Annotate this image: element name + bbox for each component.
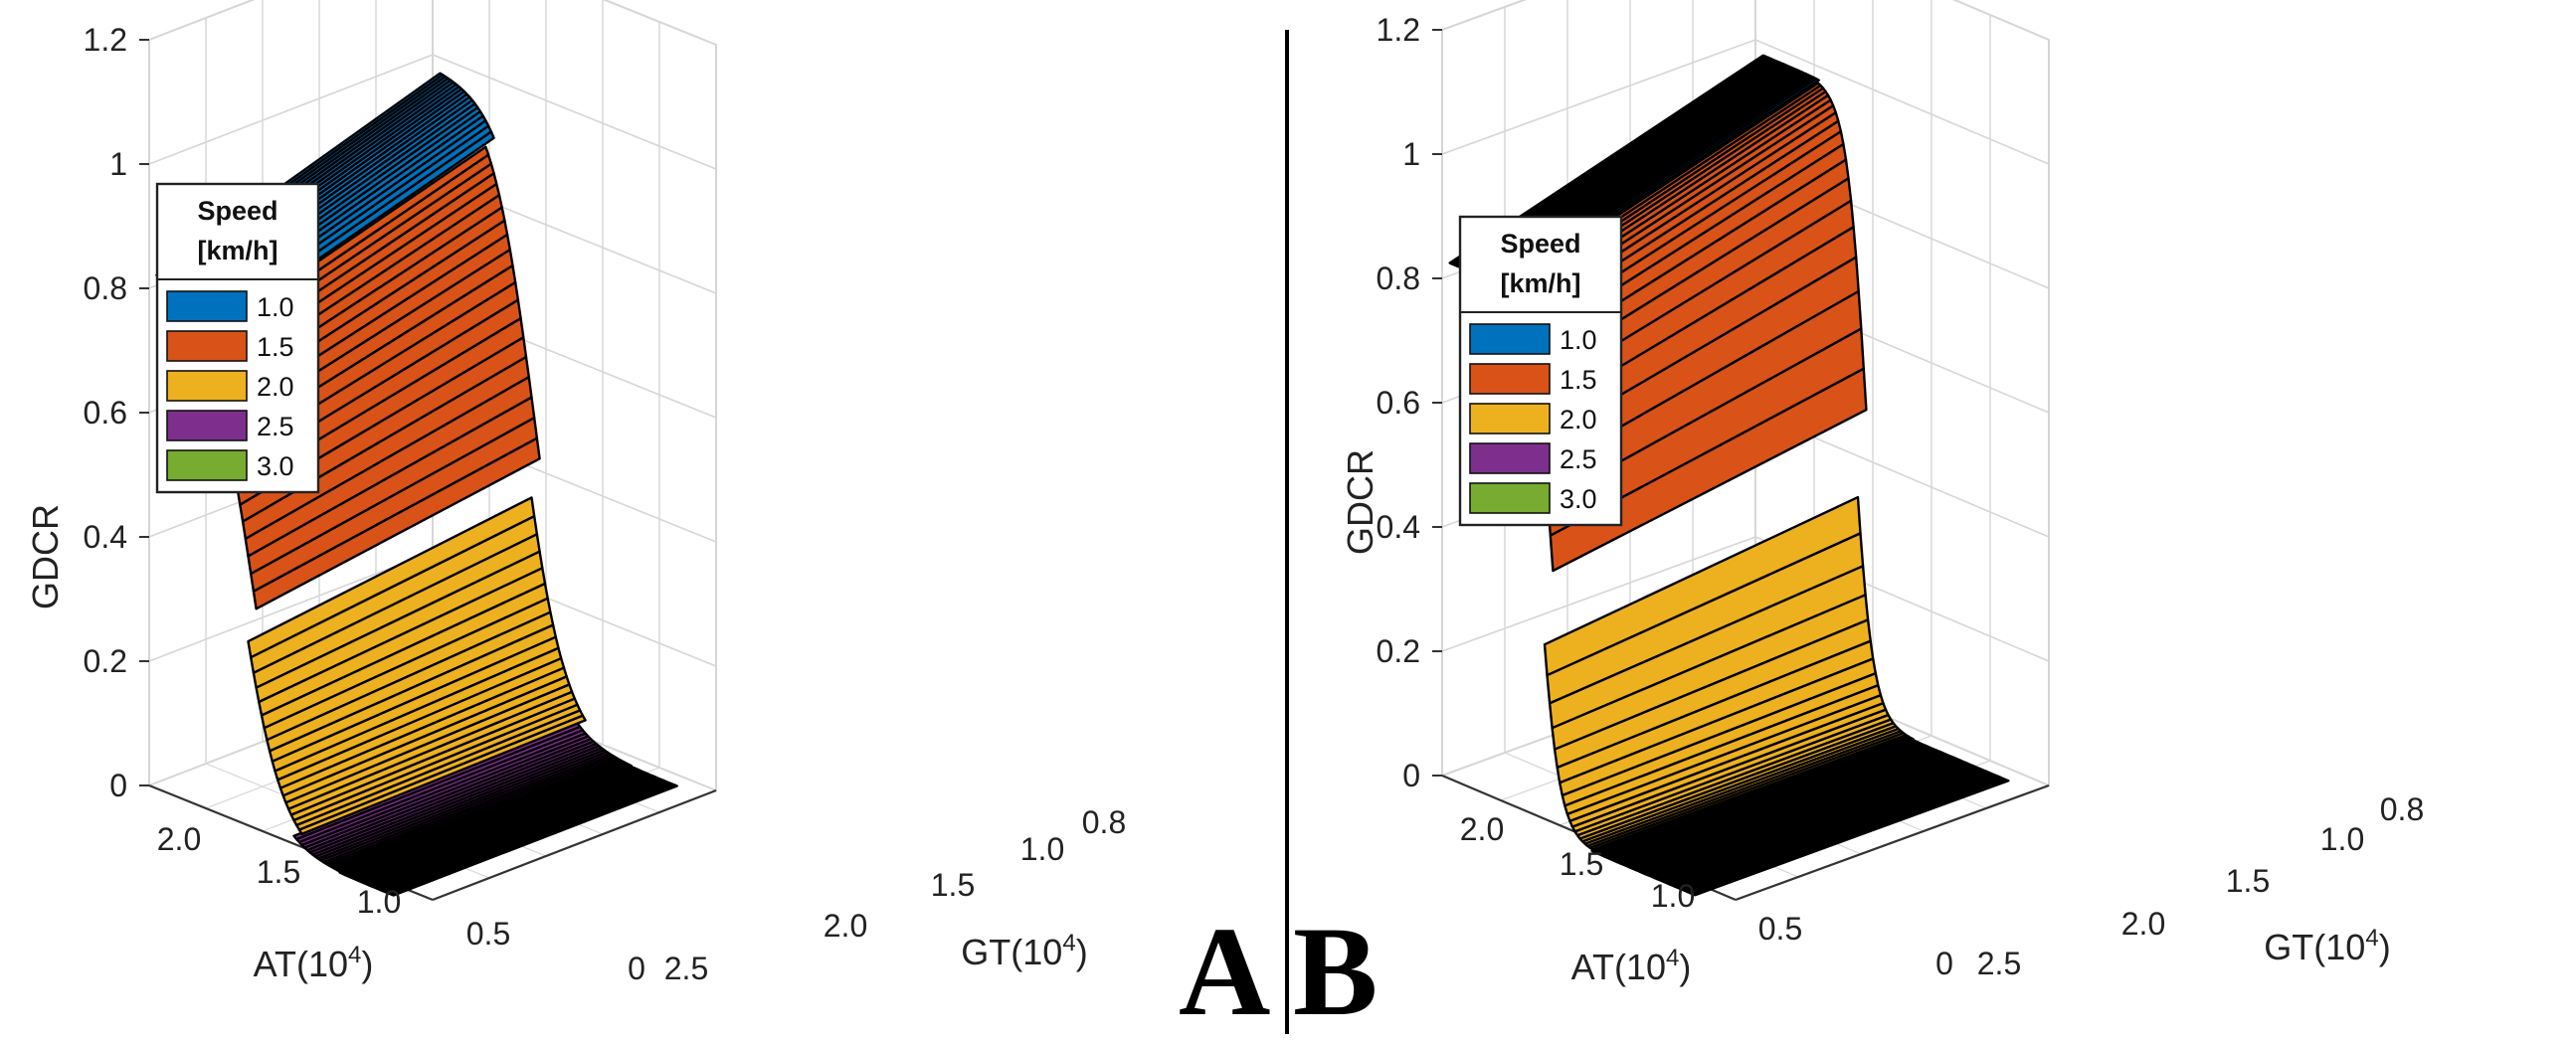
- legend-entry-label: 2.0: [1560, 405, 1597, 434]
- panel-b-y-ticks: 2.5 2.0 1.5 1.0 0.8: [1977, 791, 2424, 981]
- z-tick-label: 0.4: [1377, 509, 1420, 545]
- y-tick-label: 1.5: [2226, 863, 2270, 899]
- x-tick-label: 0.5: [1758, 911, 1802, 947]
- y-tick-label: 2.0: [824, 908, 867, 944]
- panel-b-z-axis-label: GDCR: [1340, 449, 1380, 555]
- panel-a-x-axis-label: AT(104): [254, 942, 374, 984]
- panel-b-x-axis-label: AT(104): [1571, 945, 1692, 987]
- y-tick-label: 2.5: [1977, 946, 2021, 981]
- panel-b-y-axis-label: GT(104): [2264, 925, 2390, 967]
- surface-patch: [1596, 737, 1916, 856]
- y-tick-label: 1.0: [2320, 821, 2364, 857]
- legend-swatch: [1469, 363, 1551, 395]
- x-tick-label: 1.5: [1560, 846, 1603, 882]
- z-tick-label: 1.2: [1377, 12, 1420, 48]
- z-tick-label: 0: [1402, 758, 1420, 793]
- grid-line-z: [1441, 536, 2050, 662]
- legend-swatch: [1469, 442, 1551, 474]
- grid-line-z: [148, 54, 717, 170]
- panel-a-legend: Speed [km/h] 1.0 1.5 2.0 2.5 3.0: [155, 182, 320, 494]
- grid-line-z: [148, 0, 717, 46]
- surface-patch: [297, 714, 587, 835]
- z-tick-label: 0.2: [1377, 633, 1420, 669]
- legend-entry-label: 3.0: [1560, 484, 1597, 514]
- z-tick-label: 0.6: [1377, 385, 1420, 421]
- y-axis-line: [1735, 783, 2050, 902]
- y-tick-label: 2.5: [664, 951, 708, 986]
- legend-swatch: [166, 330, 248, 362]
- panel-label-b: B: [1293, 901, 1378, 1042]
- panel-b-legend: Speed [km/h] 1.0 1.5 2.0 2.5 3.0: [1458, 215, 1623, 527]
- legend-title: Speed: [197, 196, 277, 226]
- legend-title: Speed: [1500, 229, 1580, 259]
- legend-entry-label: 1.0: [257, 292, 294, 322]
- y-tick-label: 2.0: [2121, 906, 2165, 942]
- panel-a-y-axis-label: GT(104): [961, 930, 1087, 972]
- grid-line-z: [1441, 39, 2050, 165]
- panel-a-x-ticks: 2.0 1.5 1.0 0.5 0: [157, 821, 645, 986]
- panel-a-z-axis-label: GDCR: [25, 504, 66, 609]
- legend-entry-label: 1.5: [1560, 365, 1597, 395]
- x-tick-label: 0: [628, 951, 645, 986]
- y-tick-label: 1.5: [931, 867, 975, 903]
- surface-patch: [1691, 779, 2010, 897]
- legend-entry-label: 1.0: [1560, 325, 1597, 355]
- z-tick-label: 1: [1402, 136, 1420, 172]
- legend-swatch: [166, 290, 248, 322]
- surface-patch: [252, 436, 541, 610]
- legend-subtitle: [km/h]: [1501, 268, 1581, 298]
- y-tick-label: 0.8: [1082, 804, 1126, 840]
- surface-speed-2-0: [247, 496, 587, 835]
- x-tick-label: 1.5: [257, 854, 300, 890]
- x-tick-label: 0.5: [466, 916, 510, 952]
- legend-entry-label: 2.5: [257, 412, 294, 441]
- legend-entry-label: 2.5: [1560, 444, 1597, 474]
- z-tick-label: 0.8: [84, 270, 127, 306]
- x-tick-label: 1.0: [1651, 878, 1695, 914]
- z-tick-label: 0: [109, 768, 127, 803]
- z-tick-label: 0.6: [84, 395, 127, 431]
- surface-patch: [389, 783, 678, 897]
- legend-entry-label: 2.0: [257, 372, 294, 402]
- legend-swatch: [1469, 403, 1551, 434]
- legend-swatch: [166, 449, 248, 481]
- legend-entry-label: 1.5: [257, 332, 294, 362]
- surface-patch: [343, 763, 633, 877]
- legend-entry-label: 3.0: [257, 451, 294, 481]
- panel-a-z-ticks: 0 0.2 0.4 0.6 0.8 1 1.2: [84, 22, 149, 803]
- surface-speed-2-5: [292, 722, 633, 877]
- legend-swatch: [166, 370, 248, 402]
- panel-a-chart: 0 0.2 0.4 0.6 0.8 1 1.2 2.0 1.5 1.0 0.5 0 2.5 2.0 1.…: [25, 0, 1126, 986]
- y-axis-line: [432, 788, 717, 902]
- panel-b-chart: 0 0.2 0.4 0.6 0.8 1 1.2 2.0 1.5 1.0 0.5 0 2.5 2.0 1.…: [1340, 0, 2424, 987]
- legend-subtitle: [km/h]: [198, 236, 278, 265]
- panel-a-y-ticks: 2.5 2.0 1.5 1.0 0.8: [664, 804, 1126, 986]
- surface-speed-2-0: [1543, 495, 1916, 856]
- legend-swatch: [166, 410, 248, 441]
- z-tick-label: 1.2: [84, 22, 127, 58]
- y-tick-label: 0.8: [2380, 791, 2424, 827]
- z-tick-label: 0.4: [84, 519, 127, 555]
- z-tick-label: 1: [109, 146, 127, 182]
- x-tick-label: 2.0: [1460, 811, 1504, 847]
- panel-b-z-ticks: 0 0.2 0.4 0.6 0.8 1 1.2: [1377, 12, 1442, 793]
- z-tick-label: 0.2: [84, 643, 127, 679]
- panel-label-a: A: [1179, 901, 1270, 1042]
- z-tick-label: 0.8: [1377, 260, 1420, 296]
- legend-swatch: [1469, 482, 1551, 514]
- x-tick-label: 2.0: [157, 821, 201, 857]
- panel-b-x-ticks: 2.0 1.5 1.0 0.5 0: [1460, 811, 1953, 981]
- surface-patch: [1549, 367, 1868, 573]
- x-tick-label: 0: [1935, 946, 1953, 981]
- panel-a-surfaces: [155, 72, 678, 897]
- surface-patch: [1643, 758, 1962, 877]
- legend-swatch: [1469, 323, 1551, 355]
- y-tick-label: 1.0: [1020, 831, 1064, 867]
- x-tick-label: 1.0: [357, 884, 401, 920]
